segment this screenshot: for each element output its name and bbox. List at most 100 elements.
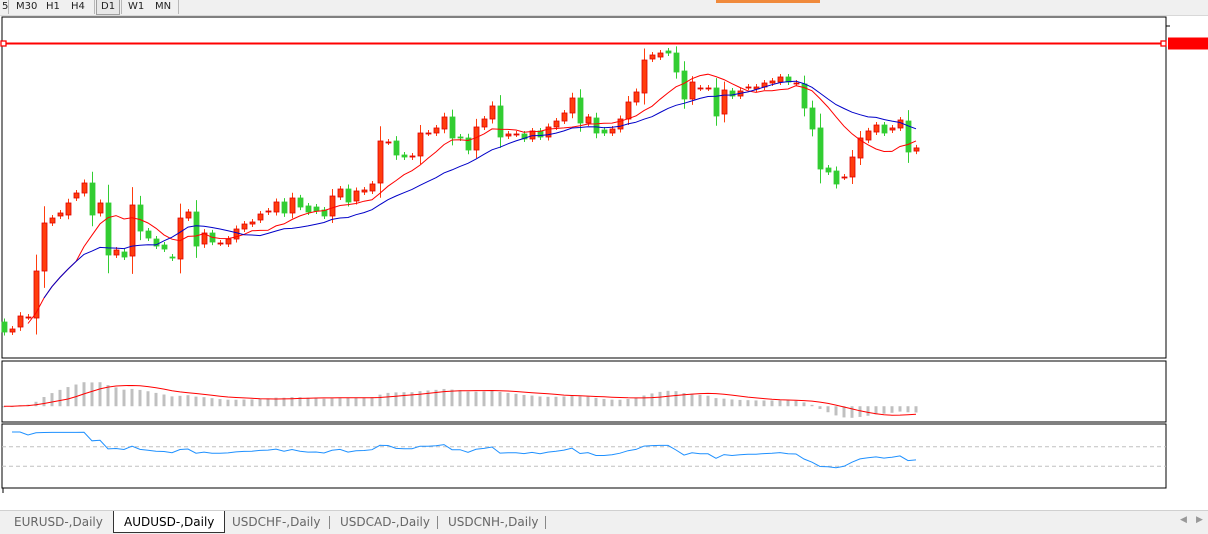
bearish-candle: [137, 204, 144, 232]
macd-histogram-bar: [218, 399, 222, 407]
bullish-candle: [385, 141, 392, 144]
timeframe-w1[interactable]: W1: [128, 1, 145, 12]
macd-histogram-bar: [498, 391, 502, 407]
bearish-candle: [305, 205, 312, 213]
bearish-candle: [809, 107, 816, 130]
timeframe-5[interactable]: 5: [2, 1, 9, 12]
macd-histogram-bar: [682, 393, 686, 407]
bullish-candle: [225, 238, 232, 245]
bearish-candle: [313, 206, 320, 212]
macd-histogram-bar: [274, 397, 278, 407]
bearish-candle: [665, 50, 672, 54]
bullish-candle: [49, 217, 56, 224]
tab-usdcnh-daily[interactable]: USDCNH-,Daily: [448, 515, 539, 529]
macd-histogram-bar: [890, 406, 894, 413]
bearish-candle: [593, 117, 600, 134]
timeframe-d1[interactable]: D1: [96, 0, 121, 15]
macd-histogram-bar: [906, 406, 910, 413]
macd-histogram-bar: [378, 394, 382, 407]
macd-histogram-bar: [146, 391, 150, 407]
macd-histogram-bar: [818, 406, 822, 409]
macd-histogram-bar: [42, 396, 46, 407]
timeframe-h4[interactable]: H4: [71, 1, 85, 12]
bullish-candle: [97, 202, 104, 214]
bullish-candle: [721, 89, 728, 115]
macd-histogram-bar: [122, 389, 126, 407]
macd-histogram-bar: [130, 388, 134, 407]
bearish-candle: [401, 154, 408, 158]
macd-histogram-bar: [186, 395, 190, 407]
macd-histogram-bar: [778, 400, 782, 407]
bullish-candle: [897, 119, 904, 129]
tab-usdchf-daily[interactable]: USDCHF-,Daily: [232, 515, 321, 529]
bullish-candle: [889, 127, 896, 131]
macd-histogram-bar: [178, 395, 182, 407]
bearish-candle: [145, 230, 152, 239]
bearish-candle: [449, 116, 456, 139]
macd-histogram-bar: [610, 399, 614, 407]
macd-histogram-bar: [490, 390, 494, 407]
bullish-candle: [777, 76, 784, 83]
macd-histogram-bar: [402, 392, 406, 407]
bullish-candle: [913, 147, 920, 152]
macd-histogram-bar: [442, 388, 446, 407]
macd-histogram-bar: [170, 396, 174, 407]
bullish-candle: [353, 190, 360, 202]
bullish-candle: [17, 315, 24, 328]
bullish-candle: [865, 130, 872, 141]
bullish-candle: [201, 232, 208, 245]
moving-average-slow-line: [43, 80, 917, 299]
bullish-candle: [433, 127, 440, 134]
bearish-candle: [817, 127, 824, 170]
macd-histogram-bar: [874, 406, 878, 415]
bearish-candle: [681, 70, 688, 100]
macd-histogram-bar: [690, 393, 694, 407]
level-handle: [1160, 40, 1167, 47]
timeframe-mn[interactable]: MN: [155, 1, 172, 12]
bullish-candle: [545, 126, 552, 138]
bearish-candle: [161, 244, 168, 250]
timeframe-m30[interactable]: M30: [16, 1, 38, 12]
scroll-left-icon[interactable]: ◀: [1180, 515, 1187, 525]
macd-histogram-bar: [330, 398, 334, 407]
macd-histogram-bar: [618, 399, 622, 407]
bearish-candle: [833, 170, 840, 185]
macd-histogram-bar: [802, 402, 806, 407]
tab-audusd-daily[interactable]: AUDUSD-,Daily: [113, 511, 226, 533]
macd-histogram-bar: [762, 400, 766, 407]
bullish-candle: [505, 133, 512, 137]
macd-histogram-bar: [162, 394, 166, 407]
macd-histogram-bar: [482, 391, 486, 407]
timeframe-h1[interactable]: H1: [46, 1, 60, 12]
chart-window[interactable]: [0, 0, 1208, 510]
macd-histogram-bar: [674, 391, 678, 407]
bullish-candle: [745, 86, 752, 89]
macd-histogram-bar: [314, 398, 318, 407]
macd-histogram-bar: [202, 397, 206, 407]
bullish-candle: [265, 210, 272, 213]
macd-histogram-bar: [786, 400, 790, 407]
tab-usdcad-daily[interactable]: USDCAD-,Daily: [340, 515, 430, 529]
macd-histogram-bar: [210, 398, 214, 407]
macd-histogram-bar: [626, 398, 630, 407]
macd-histogram-bar: [738, 399, 742, 407]
macd-histogram-bar: [90, 382, 94, 407]
tab-eurusd-daily[interactable]: EURUSD-,Daily: [14, 515, 103, 529]
bullish-candle: [289, 197, 296, 214]
bullish-candle: [81, 182, 88, 194]
macd-histogram-bar: [58, 389, 62, 407]
scroll-right-icon[interactable]: ▶: [1196, 515, 1203, 525]
bearish-candle: [393, 140, 400, 156]
bullish-candle: [33, 270, 40, 319]
bullish-candle: [617, 118, 624, 130]
bearish-candle: [713, 87, 720, 117]
macd-histogram-bar: [594, 397, 598, 407]
bullish-candle: [561, 112, 568, 122]
bullish-candle: [129, 204, 136, 257]
bullish-candle: [217, 242, 224, 245]
macd-histogram-bar: [298, 397, 302, 407]
macd-histogram-bar: [2, 406, 6, 408]
macd-histogram-bar: [362, 397, 366, 407]
tab-separator: [329, 516, 330, 529]
bullish-candle: [177, 217, 184, 260]
